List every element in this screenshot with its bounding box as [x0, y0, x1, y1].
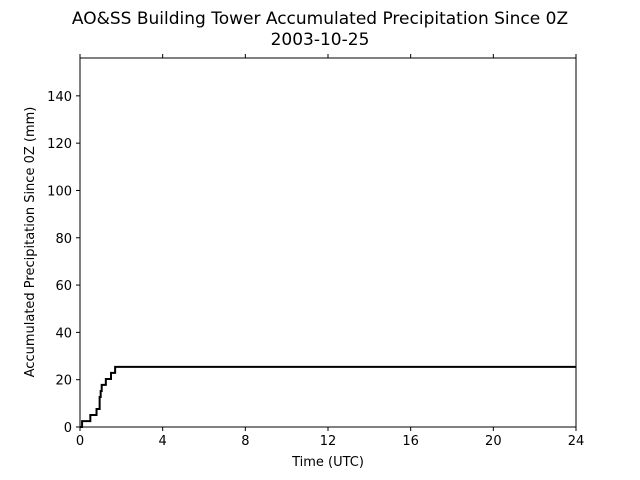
x-tick-label: 12 — [320, 434, 337, 449]
y-tick-label: 140 — [47, 90, 72, 105]
y-tick-label: 20 — [55, 374, 72, 389]
y-tick-label: 100 — [47, 184, 72, 199]
x-tick-label: 0 — [76, 434, 84, 449]
x-axis-label: Time (UTC) — [291, 455, 364, 470]
axis-ticks: 0 4 8 12 16 20 24 0 20 40 60 80 100 120 140 — [47, 54, 584, 449]
y-tick-label: 80 — [55, 232, 72, 247]
x-tick-label: 24 — [568, 434, 585, 449]
y-axis-label: Accumulated Precipitation Since 0Z (mm) — [23, 107, 38, 378]
y-tick-label: 0 — [64, 421, 72, 436]
y-tick-label: 60 — [55, 279, 72, 294]
chart-subtitle: 2003-10-25 — [271, 30, 370, 50]
x-tick-label: 16 — [402, 434, 419, 449]
y-tick-label: 120 — [47, 137, 72, 152]
chart-title: AO&SS Building Tower Accumulated Precipi… — [72, 9, 568, 29]
x-tick-label: 20 — [485, 434, 502, 449]
y-tick-label: 40 — [55, 326, 72, 341]
plot-frame — [79, 57, 577, 428]
precipitation-series-line — [80, 365, 576, 428]
x-tick-label: 8 — [241, 434, 249, 449]
x-tick-label: 4 — [159, 434, 167, 449]
plot-area — [80, 365, 576, 428]
